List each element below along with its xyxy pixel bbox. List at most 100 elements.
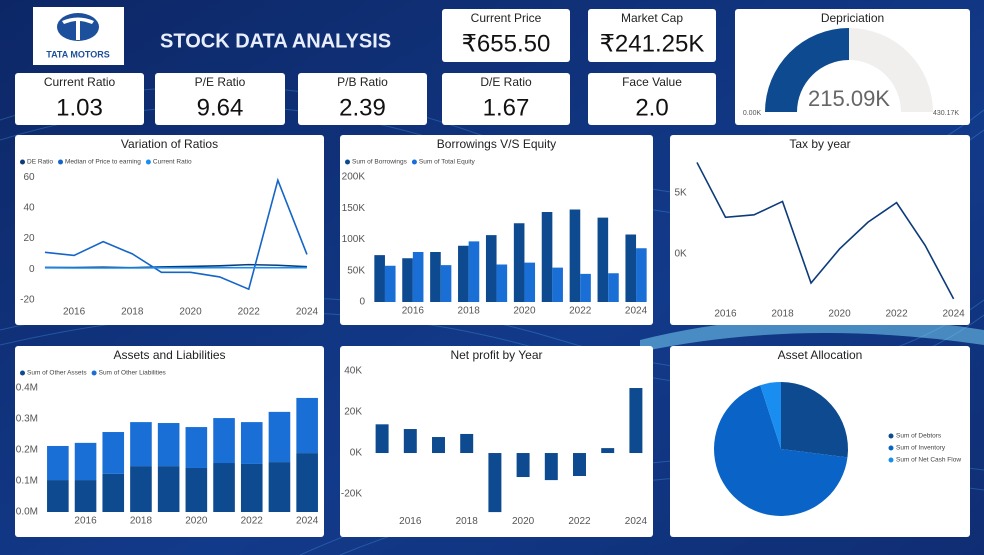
x-tick-label: 2018 (456, 516, 479, 527)
kpi-label: Current Price (471, 11, 542, 25)
x-tick-label: 2018 (130, 516, 153, 527)
bar-segment (240, 463, 263, 512)
chart-title: Asset Allocation (778, 348, 863, 362)
bar (516, 453, 530, 478)
x-tick-label: 2022 (238, 307, 261, 318)
pie-slice (713, 385, 848, 516)
x-tick-label: 2020 (512, 516, 535, 527)
legend-swatch (145, 159, 151, 165)
legend-swatch (20, 159, 25, 165)
chart-title: Borrowings V/S Equity (437, 137, 556, 151)
bar (488, 453, 502, 513)
x-tick-label: 2018 (458, 306, 481, 317)
legend-label: Current Ratio (153, 159, 192, 166)
bar (458, 245, 469, 302)
chart-panel (15, 135, 324, 325)
kpi-value: 1.03 (56, 94, 103, 121)
legend-label: DE Ratio (27, 159, 53, 166)
chart-title: Tax by year (789, 137, 850, 151)
bar (468, 241, 480, 302)
legend-swatch (345, 159, 350, 165)
dashboard-title: STOCK DATA ANALYSIS (160, 30, 391, 52)
wave-highlight (640, 317, 984, 352)
bar (513, 223, 525, 302)
bar-segment (47, 480, 69, 512)
bar (403, 429, 417, 454)
kpi-label: Face Value (622, 75, 682, 89)
kpi-card (298, 73, 427, 125)
bar-segment (74, 442, 97, 481)
bar-segment (240, 422, 263, 464)
bar (432, 437, 445, 454)
bar (384, 265, 396, 302)
y-tick-label: 5K (674, 188, 687, 199)
bar (375, 424, 389, 454)
bar (460, 433, 474, 454)
y-tick-label: 50K (347, 265, 365, 276)
bar (569, 209, 581, 302)
bar-segment (213, 418, 235, 464)
pie-slice (760, 382, 781, 449)
y-tick-label: 60 (23, 172, 35, 183)
x-tick-label: 2022 (241, 516, 264, 527)
kpi-label: D/E Ratio (480, 75, 532, 89)
bar-segment (185, 467, 208, 512)
bar (496, 264, 508, 302)
kpi-label: P/B Ratio (337, 75, 388, 89)
legend-swatch (58, 159, 64, 165)
chart-title: Depriciation (821, 11, 884, 25)
bar (541, 212, 553, 302)
y-tick-label: 0.4M (16, 383, 38, 394)
bar (601, 448, 615, 454)
gauge-value (765, 28, 850, 112)
x-tick-label: 2016 (399, 516, 422, 527)
y-tick-label: 0K (350, 448, 363, 459)
x-tick-label: 2020 (185, 516, 208, 527)
bar (412, 252, 424, 302)
bar-segment (102, 432, 125, 474)
kpi-value: 2.39 (339, 94, 386, 121)
x-tick-label: 2016 (714, 309, 737, 320)
kpi-value: 2.0 (635, 94, 668, 121)
x-tick-label: 2016 (402, 306, 425, 317)
bar-segment (268, 462, 291, 512)
y-tick-label: 0 (359, 297, 365, 308)
bar-segment (213, 463, 235, 512)
kpi-label: Current Ratio (44, 75, 116, 89)
bar (625, 234, 637, 302)
line-series (44, 177, 308, 291)
y-tick-label: 0.1M (16, 476, 38, 487)
chart-title: Assets and Liabilities (113, 348, 225, 362)
bar (597, 217, 609, 302)
kpi-card (442, 73, 570, 125)
legend-swatch (411, 159, 417, 165)
x-tick-label: 2022 (568, 516, 591, 527)
x-tick-label: 2016 (63, 307, 86, 318)
kpi-value: ₹241.25K (600, 30, 705, 57)
bar-segment (157, 466, 180, 512)
y-tick-label: 100K (342, 234, 366, 245)
bar (374, 255, 385, 302)
logo-t (62, 17, 94, 40)
bar-segment (296, 397, 318, 454)
y-tick-label: 20K (344, 407, 362, 418)
legend-swatch (888, 445, 894, 451)
kpi-card (588, 9, 716, 62)
x-tick-label: 2024 (296, 516, 319, 527)
bar (629, 388, 643, 454)
bar-segment (130, 422, 152, 467)
bar-segment (130, 466, 152, 512)
chart-panel (670, 135, 970, 325)
legend-label: Sum of Other Assets (27, 370, 87, 377)
x-tick-label: 2024 (625, 306, 648, 317)
bar (402, 258, 413, 302)
y-tick-label: -20 (20, 295, 35, 306)
bar (573, 453, 586, 476)
y-tick-label: 150K (342, 203, 366, 214)
bar (580, 273, 591, 302)
bar-segment (296, 453, 318, 512)
y-tick-label: 200K (342, 172, 366, 183)
x-tick-label: 2024 (942, 309, 965, 320)
